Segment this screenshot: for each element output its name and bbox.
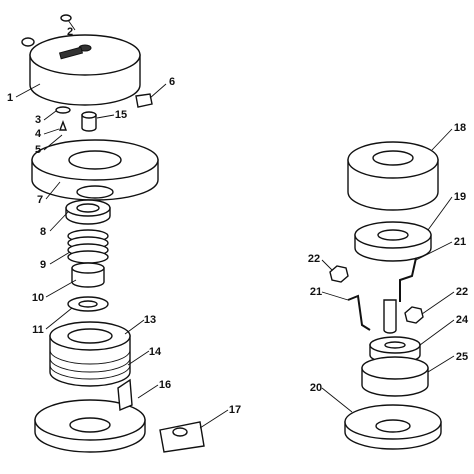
callout: 19 xyxy=(454,191,466,203)
callout: 7 xyxy=(37,194,43,206)
leaders xyxy=(15,19,455,429)
callout: 20 xyxy=(310,382,322,394)
callout: 4 xyxy=(35,128,42,140)
callout: 16 xyxy=(159,379,171,391)
callout: 15 xyxy=(115,109,127,121)
callout: 6 xyxy=(169,76,175,88)
callout: 21 xyxy=(310,286,322,298)
callout: 18 xyxy=(454,122,466,134)
callout: 14 xyxy=(149,346,162,358)
callout: 1 xyxy=(7,92,13,104)
callout: 11 xyxy=(32,324,44,336)
callout: 9 xyxy=(40,259,46,271)
callout: 3 xyxy=(35,114,41,126)
parts xyxy=(21,14,442,453)
callout: 8 xyxy=(40,226,46,238)
callout-labels: 1 2 3 4 5 6 7 8 9 10 11 13 14 15 16 17 1… xyxy=(7,26,469,416)
callout: 24 xyxy=(456,314,469,326)
callout: 22 xyxy=(456,286,468,298)
callout: 17 xyxy=(229,404,241,416)
callout: 22 xyxy=(308,253,320,265)
callout: 10 xyxy=(32,292,44,304)
callout: 21 xyxy=(454,236,466,248)
callout: 13 xyxy=(144,314,156,326)
callout: 5 xyxy=(35,144,41,156)
callout: 2 xyxy=(67,26,73,38)
callout: 25 xyxy=(456,351,468,363)
